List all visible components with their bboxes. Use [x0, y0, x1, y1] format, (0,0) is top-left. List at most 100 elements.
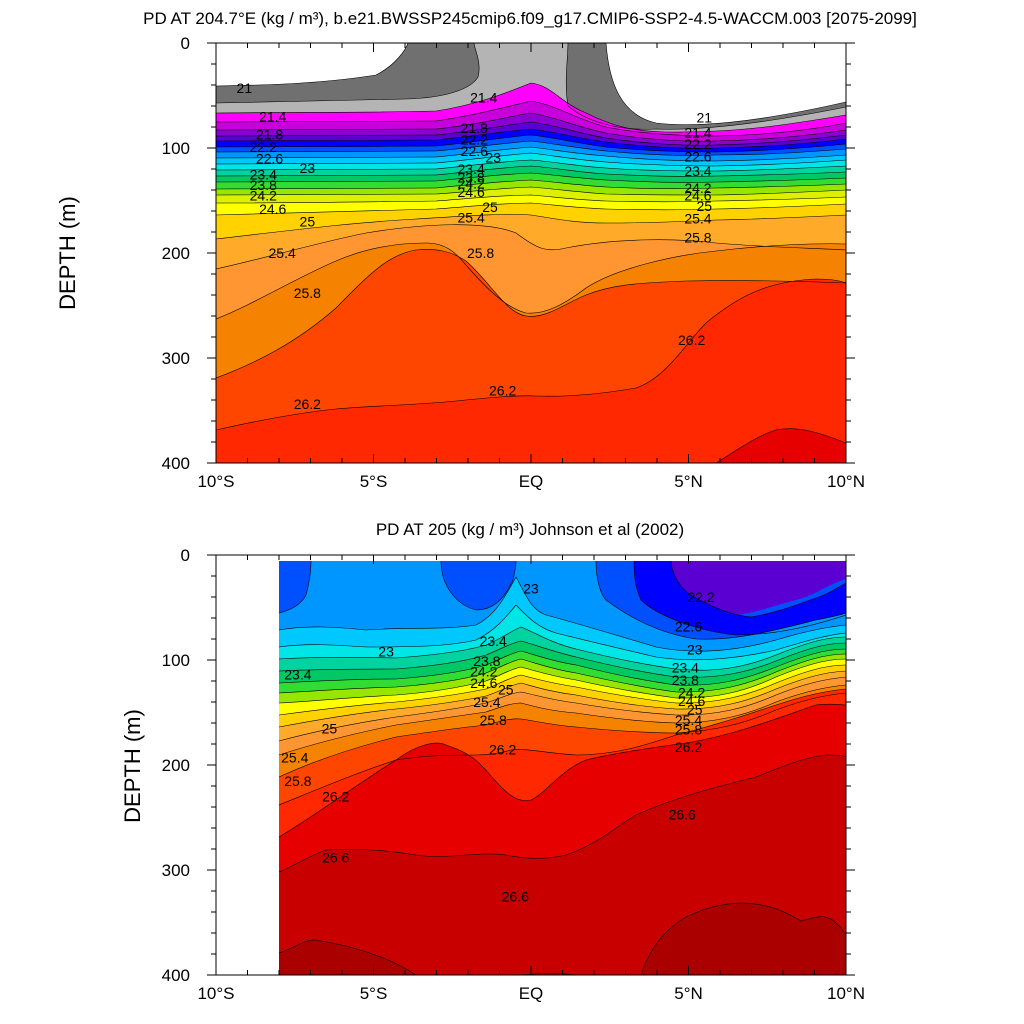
contour-label: 24.2 — [458, 176, 485, 192]
contour-label: 25 — [696, 198, 712, 214]
contour-label: 25 — [482, 199, 498, 215]
contour-label: 22.6 — [461, 143, 488, 159]
contour-line — [278, 626, 846, 671]
contour-label: 22.6 — [684, 148, 711, 164]
contour-line — [216, 43, 480, 104]
contour-label: 25 — [498, 681, 514, 697]
contour-label: 21.8 — [256, 126, 283, 142]
contour-line — [278, 576, 846, 652]
contour-label: 23.4 — [684, 163, 711, 179]
contour-line — [605, 43, 846, 125]
contour-label: 22.2 — [687, 589, 714, 605]
contour-label: 23.8 — [458, 169, 485, 185]
contour-label: 24.6 — [259, 201, 286, 217]
x-tick-label: EQ — [519, 984, 544, 1003]
x-tick-label: 5°S — [360, 472, 388, 491]
x-tick-label: 10°S — [197, 984, 234, 1003]
contour-label: 26.2 — [678, 332, 705, 348]
contour-label: 21.4 — [684, 124, 711, 140]
contour-label: 21.4 — [470, 90, 497, 106]
contour-band — [216, 279, 846, 463]
contour-label: 25.4 — [473, 694, 500, 710]
panel-top: PD AT 204.7°E (kg / m³), b.e21.BWSSP245c… — [55, 9, 917, 491]
contour-line — [216, 278, 846, 431]
contour-line — [216, 100, 846, 137]
contour-lines — [216, 43, 846, 463]
contour-label: 23.8 — [473, 653, 500, 669]
x-tick-label: EQ — [519, 472, 544, 491]
contour-line — [278, 754, 846, 873]
contour-label: 23.4 — [250, 166, 277, 182]
contour-label: 23.8 — [672, 672, 699, 688]
contour-label: 23.4 — [458, 161, 485, 177]
contour-line — [216, 214, 846, 240]
contour-label: 26.2 — [675, 739, 702, 755]
contour-line — [278, 703, 846, 838]
y-tick-label: 300 — [162, 349, 190, 368]
contour-label: 25 — [322, 720, 338, 736]
contour-band — [671, 561, 846, 615]
contour-label: 21.8 — [461, 120, 488, 136]
contour-label: 23 — [687, 642, 703, 658]
contour-label: 25.8 — [294, 285, 321, 301]
x-tick-label: 5°N — [674, 472, 703, 491]
contour-line — [278, 648, 846, 686]
contour-label: 26.2 — [489, 383, 516, 399]
contour-label: 25.4 — [684, 210, 711, 226]
contour-line — [715, 428, 846, 463]
x-tick-label: 5°N — [674, 984, 703, 1003]
contour-line — [216, 202, 846, 216]
contour-line — [278, 658, 846, 704]
contour-line — [633, 560, 846, 636]
contour-line — [565, 43, 846, 130]
contour-line — [278, 670, 846, 728]
x-tick-label: 5°S — [360, 984, 388, 1003]
contour-label: 26.2 — [322, 789, 349, 805]
y-tick-label: 0 — [181, 34, 190, 53]
contour-label: 25.4 — [458, 209, 485, 225]
panel-top-ticks — [207, 42, 855, 464]
contour-label: 24.2 — [470, 664, 497, 680]
panel-bottom-ylabel: DEPTH (m) — [120, 709, 145, 823]
contour-line — [216, 82, 846, 133]
contour-line — [278, 664, 846, 716]
contour-label: 25 — [300, 214, 316, 230]
contour-label: 25.4 — [269, 245, 296, 261]
contour-label: 21.4 — [259, 109, 286, 125]
contour-line — [216, 224, 846, 270]
contour-label: 24.6 — [684, 187, 711, 203]
contour-line — [216, 242, 846, 320]
panel-bottom: PD AT 205 (kg / m³) Johnson et al (2002)… — [120, 520, 865, 1003]
contour-label: 22.6 — [256, 151, 283, 167]
contour-label: 24.6 — [678, 693, 705, 709]
panel-top-ylabel: DEPTH (m) — [55, 196, 80, 310]
contour-label: 25.8 — [467, 245, 494, 261]
contour-line — [278, 692, 846, 778]
contour-band — [634, 561, 846, 635]
contour-line — [216, 194, 846, 204]
panel-top-title: PD AT 204.7°E (kg / m³), b.e21.BWSSP245c… — [143, 9, 917, 28]
x-tick-label: 10°N — [827, 984, 865, 1003]
contour-lines — [278, 560, 846, 975]
contour-label: 25.8 — [480, 712, 507, 728]
contour-label: 26.2 — [489, 741, 516, 757]
contour-label: 26.6 — [669, 806, 696, 822]
contour-label: 24.2 — [250, 187, 277, 203]
contour-label: 26.6 — [322, 849, 349, 865]
y-tick-label: 0 — [181, 546, 190, 565]
contour-label: 25.8 — [675, 721, 702, 737]
contour-label: 23.4 — [480, 633, 507, 649]
panel-top-plot-area — [216, 43, 846, 463]
x-tick-label: 10°S — [197, 472, 234, 491]
contour-label: 26.6 — [502, 888, 529, 904]
contour-line — [640, 902, 846, 975]
contour-line — [278, 604, 846, 661]
y-tick-label: 200 — [162, 756, 190, 775]
contour-label: 23.8 — [250, 177, 277, 193]
contour-line — [278, 640, 846, 678]
y-tick-label: 300 — [162, 861, 190, 880]
contour-line — [216, 43, 409, 87]
contour-label: 24.6 — [458, 184, 485, 200]
panel-top-contour-labels: 2121.421.822.222.62323.423.824.224.62525… — [237, 80, 713, 412]
